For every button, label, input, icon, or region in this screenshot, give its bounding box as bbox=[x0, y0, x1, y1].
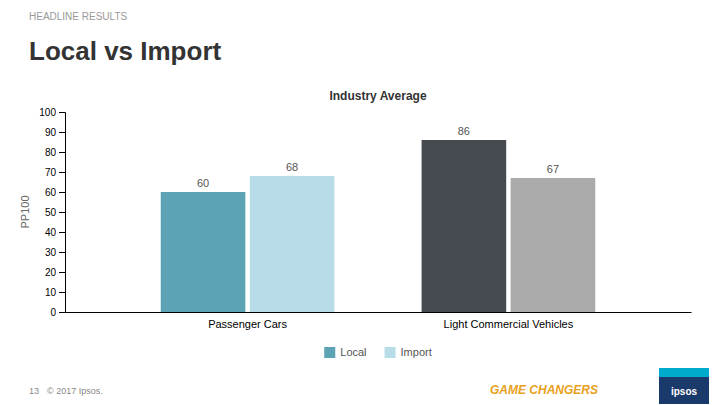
x-tick: Light Commercial Vehicles bbox=[444, 318, 574, 330]
legend: Local Import bbox=[324, 346, 431, 358]
legend-item: Local bbox=[324, 346, 366, 358]
y-tick-mark bbox=[59, 232, 65, 233]
chart-title: Industry Average bbox=[329, 89, 426, 103]
logo-text: ipsos bbox=[671, 386, 698, 397]
y-tick: 20 bbox=[45, 267, 65, 278]
bar bbox=[422, 140, 507, 312]
y-tick: 30 bbox=[45, 247, 65, 258]
data-label: 68 bbox=[286, 161, 298, 173]
data-label: 67 bbox=[547, 163, 559, 175]
logo: ipsos bbox=[659, 368, 709, 404]
y-tick-label: 10 bbox=[45, 287, 57, 298]
y-tick-mark bbox=[59, 272, 65, 273]
y-tick: 90 bbox=[45, 127, 65, 138]
y-tick-label: 70 bbox=[45, 167, 57, 178]
y-tick-label: 40 bbox=[45, 227, 57, 238]
y-axis-line bbox=[59, 113, 66, 313]
y-axis-title: PP100 bbox=[19, 195, 31, 228]
x-tick-label: Passenger Cars bbox=[208, 318, 287, 330]
data-labels: 60 86 68 67 bbox=[197, 125, 559, 189]
y-tick: 80 bbox=[45, 147, 65, 158]
y-tick-mark bbox=[59, 312, 65, 313]
legend-label: Import bbox=[401, 346, 432, 358]
y-tick-label: 60 bbox=[45, 187, 57, 198]
y-tick-label: 30 bbox=[45, 247, 57, 258]
y-tick-mark bbox=[59, 292, 65, 293]
bars bbox=[161, 140, 596, 312]
legend-swatch bbox=[324, 347, 335, 358]
data-label: 60 bbox=[197, 177, 209, 189]
y-tick-label: 50 bbox=[45, 207, 57, 218]
x-tick-label: Light Commercial Vehicles bbox=[444, 318, 574, 330]
title: Local vs Import bbox=[29, 36, 221, 66]
footer-brand: GAME CHANGERS bbox=[490, 383, 598, 397]
legend-label: Local bbox=[340, 346, 366, 358]
y-axis: 0 10 20 30 40 50 60 70 80 90 100 bbox=[39, 107, 65, 318]
y-tick-mark bbox=[59, 132, 65, 133]
y-tick: 100 bbox=[39, 107, 65, 118]
y-tick: 50 bbox=[45, 207, 65, 218]
y-tick-mark bbox=[59, 172, 65, 173]
y-tick: 0 bbox=[50, 307, 65, 318]
y-tick-label: 0 bbox=[50, 307, 56, 318]
y-tick: 10 bbox=[45, 287, 65, 298]
y-tick-mark bbox=[59, 192, 65, 193]
kicker: HEADLINE RESULTS bbox=[29, 11, 128, 22]
y-tick: 70 bbox=[45, 167, 65, 178]
x-tick: Passenger Cars bbox=[208, 318, 287, 330]
logo-box bbox=[659, 368, 709, 404]
chart-svg: HEADLINE RESULTS Local vs Import Industry … bbox=[0, 0, 720, 405]
y-tick-label: 20 bbox=[45, 267, 57, 278]
legend-item: Import bbox=[385, 346, 432, 358]
x-axis: Passenger Cars Light Commercial Vehicles bbox=[66, 313, 692, 330]
x-axis-line bbox=[66, 312, 692, 313]
bar bbox=[161, 192, 246, 312]
y-tick-mark bbox=[59, 152, 65, 153]
y-tick-mark bbox=[59, 252, 65, 253]
y-tick: 60 bbox=[45, 187, 65, 198]
y-tick-label: 100 bbox=[39, 107, 56, 118]
bar bbox=[250, 176, 335, 312]
logo-accent bbox=[659, 368, 709, 377]
y-tick-mark bbox=[59, 212, 65, 213]
y-tick-label: 90 bbox=[45, 127, 57, 138]
bar bbox=[511, 178, 596, 312]
legend-swatch bbox=[385, 347, 396, 358]
copyright: © 2017 Ipsos. bbox=[47, 386, 103, 396]
page-number: 13 bbox=[29, 386, 39, 396]
data-label: 86 bbox=[458, 125, 470, 137]
y-tick: 40 bbox=[45, 227, 65, 238]
y-tick-mark bbox=[59, 112, 65, 113]
y-tick-label: 80 bbox=[45, 147, 57, 158]
